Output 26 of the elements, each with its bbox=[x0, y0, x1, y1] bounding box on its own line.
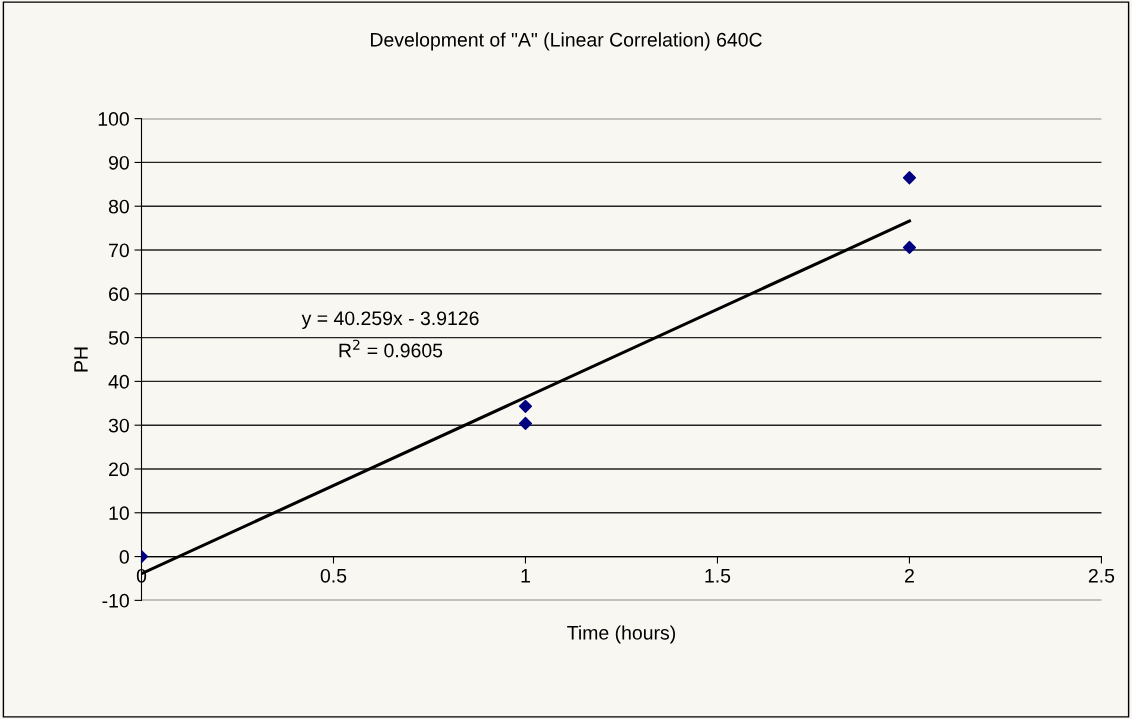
point bbox=[518, 399, 533, 413]
y-tick-label: -10 bbox=[102, 593, 129, 608]
y-tick-label: 50 bbox=[108, 331, 129, 345]
y-tick-label: 70 bbox=[109, 243, 129, 258]
y-tick-label: 90 bbox=[108, 155, 129, 170]
point bbox=[902, 240, 917, 254]
chart-title: Development of "A" (Linear Correlation) 640C bbox=[371, 32, 762, 51]
y-tick-label: 40 bbox=[108, 374, 129, 389]
y-tick-label: 0 bbox=[119, 550, 129, 564]
x-tick-label: 2.5 bbox=[1088, 568, 1115, 583]
point bbox=[518, 416, 533, 431]
point bbox=[902, 171, 917, 185]
y-tick-label: 30 bbox=[108, 418, 129, 433]
y-tick-label: 100 bbox=[98, 112, 129, 126]
y-axis-title: PH bbox=[74, 347, 88, 372]
y-tick-label: 20 bbox=[109, 462, 129, 477]
y-tick-label: 80 bbox=[108, 199, 129, 214]
y-tick-label: 10 bbox=[109, 506, 129, 521]
x-tick-label: 1 bbox=[521, 569, 530, 583]
x-axis-title: Time (hours) bbox=[567, 625, 675, 644]
x-tick-label: 0.5 bbox=[320, 568, 347, 583]
x-tick-label: 2 bbox=[905, 568, 914, 583]
x-tick-label: 1.5 bbox=[705, 569, 731, 583]
annotation: y = 40.259x - 3.9126 bbox=[301, 311, 479, 330]
annotation: R$^{2}$ = 0.9605 bbox=[339, 339, 443, 358]
y-tick-label: 60 bbox=[109, 287, 129, 302]
